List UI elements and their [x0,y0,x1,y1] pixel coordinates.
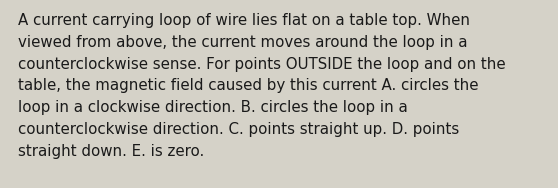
Text: A current carrying loop of wire lies flat on a table top. When: A current carrying loop of wire lies fla… [18,13,470,28]
Text: table, the magnetic field caused by this current A. circles the: table, the magnetic field caused by this… [18,78,479,93]
Text: straight down. E. is zero.: straight down. E. is zero. [18,144,204,159]
Text: loop in a clockwise direction. B. circles the loop in a: loop in a clockwise direction. B. circle… [18,100,408,115]
Text: counterclockwise direction. C. points straight up. D. points: counterclockwise direction. C. points st… [18,122,459,137]
Text: viewed from above, the current moves around the loop in a: viewed from above, the current moves aro… [18,35,468,50]
Text: counterclockwise sense. For points OUTSIDE the loop and on the: counterclockwise sense. For points OUTSI… [18,57,506,72]
